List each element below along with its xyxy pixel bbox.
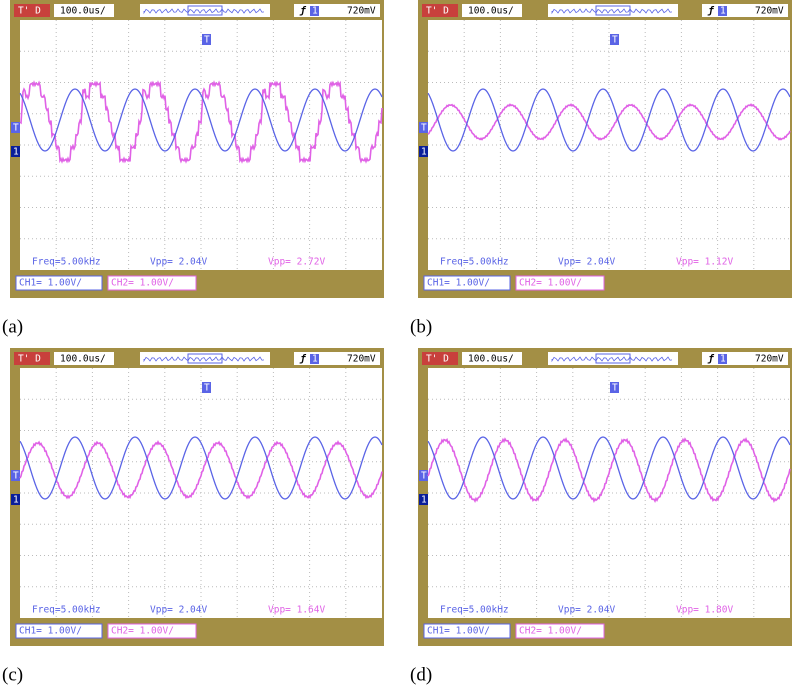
level-marker: T (13, 471, 19, 482)
trigger-mode: T' D (426, 354, 449, 365)
ch2-scale: CH2= 1.00V/ (519, 626, 582, 637)
trigger-mode: T' D (18, 6, 41, 17)
ch1-marker: 1 (421, 495, 427, 506)
trigger-channel: 1 (720, 354, 726, 365)
ch2-scale: CH2= 1.00V/ (111, 278, 174, 289)
trigger-level: 720mV (755, 6, 784, 17)
frequency-readout: Freq=5.00kHz (32, 605, 101, 616)
ch1-scale: CH1= 1.00V/ (19, 626, 82, 637)
timebase: 100.0us/ (60, 6, 106, 17)
trigger-marker: T (204, 35, 210, 46)
ch1-scale: CH1= 1.00V/ (427, 278, 490, 289)
ch1-scale: CH1= 1.00V/ (427, 626, 490, 637)
ch2-scale: CH2= 1.00V/ (111, 626, 174, 637)
trigger-level: 720mV (347, 354, 376, 365)
frequency-readout: Freq=5.00kHz (32, 257, 101, 268)
caption: (d) (410, 664, 432, 685)
timebase: 100.0us/ (468, 6, 514, 17)
caption: (c) (2, 664, 23, 685)
trigger-marker: T (612, 383, 618, 394)
ch2-vpp: Vpp= 1.80V (676, 605, 733, 616)
ch2-vpp: Vpp= 2.72V (268, 257, 325, 268)
trigger-level: 720mV (755, 354, 784, 365)
trigger-mode: T' D (426, 6, 449, 17)
trigger-marker: T (204, 383, 210, 394)
timebase: 100.0us/ (468, 354, 514, 365)
ch2-scale: CH2= 1.00V/ (519, 278, 582, 289)
ch2-vpp: Vpp= 1.64V (268, 605, 325, 616)
trigger-level: 720mV (347, 6, 376, 17)
trigger-mode: T' D (18, 354, 41, 365)
ch2-vpp: Vpp= 1.12V (676, 257, 733, 268)
ch1-vpp: Vpp= 2.04V (558, 605, 615, 616)
ch1-marker: 1 (13, 495, 19, 506)
figure: T' D100.0us/ƒ1720mVTT1Freq=5.00kHzVpp= 2… (0, 0, 792, 688)
level-marker: T (421, 471, 427, 482)
ch1-marker: 1 (13, 147, 19, 158)
ch1-vpp: Vpp= 2.04V (558, 257, 615, 268)
ch1-scale: CH1= 1.00V/ (19, 278, 82, 289)
ch1-marker: 1 (421, 147, 427, 158)
trigger-marker: T (612, 35, 618, 46)
timebase: 100.0us/ (60, 354, 106, 365)
trigger-channel: 1 (312, 6, 318, 17)
caption: (a) (2, 316, 23, 337)
level-marker: T (421, 123, 427, 134)
ch1-vpp: Vpp= 2.04V (150, 257, 207, 268)
caption: (b) (410, 316, 432, 337)
level-marker: T (13, 123, 19, 134)
frequency-readout: Freq=5.00kHz (440, 605, 509, 616)
frequency-readout: Freq=5.00kHz (440, 257, 509, 268)
trigger-channel: 1 (720, 6, 726, 17)
trigger-channel: 1 (312, 354, 318, 365)
ch1-vpp: Vpp= 2.04V (150, 605, 207, 616)
